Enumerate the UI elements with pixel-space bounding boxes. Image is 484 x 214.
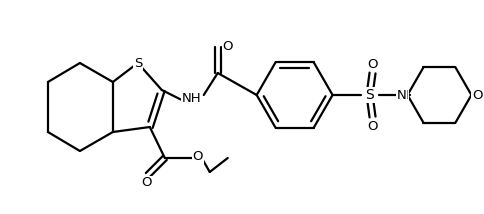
Text: O: O: [141, 177, 152, 190]
Text: O: O: [193, 150, 203, 163]
Text: S: S: [134, 56, 142, 70]
Text: O: O: [367, 119, 378, 132]
Text: N: N: [399, 89, 408, 101]
Text: NH: NH: [182, 92, 201, 104]
Text: N: N: [396, 89, 407, 101]
Text: O: O: [472, 89, 483, 101]
Text: O: O: [223, 40, 233, 52]
Text: O: O: [367, 58, 378, 70]
Text: S: S: [365, 88, 374, 102]
